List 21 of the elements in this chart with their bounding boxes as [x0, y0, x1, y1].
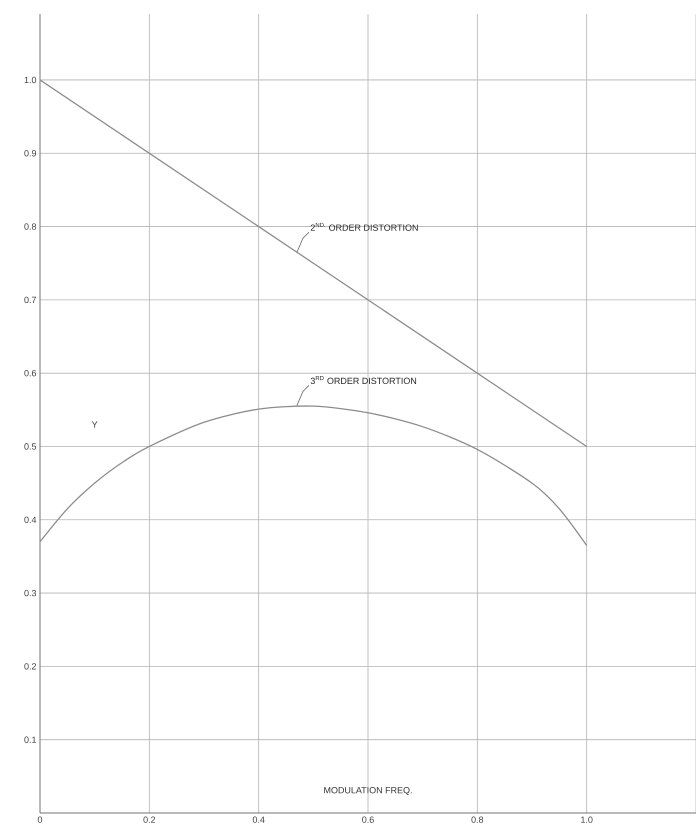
- y-tick-label: 1.0: [24, 76, 36, 84]
- y-axis-title: Y: [92, 421, 98, 428]
- y-tick-label: 0.5: [24, 443, 36, 450]
- y-tick-label: 0.9: [24, 150, 36, 156]
- x-tick-label: 0: [38, 816, 42, 823]
- y-tick-label: 0.7: [24, 296, 36, 304]
- y-tick-label: 0.2: [24, 663, 36, 670]
- y-tick-label: 0.8: [24, 223, 36, 230]
- x-axis-title: MODULATION FREQ.: [324, 787, 412, 795]
- y-tick-label: 0.3: [24, 590, 36, 596]
- y-tick-label: 0.1: [24, 736, 36, 743]
- x-tick-label: 1.0: [581, 816, 593, 823]
- x-tick-label: 0.2: [143, 816, 156, 823]
- annotation: 3$^{RD}$ ORDER DISTORTION: [310, 376, 416, 384]
- x-tick-label: 0.4: [252, 816, 265, 823]
- y-tick-label: 0.6: [24, 370, 36, 376]
- line-series: [39, 405, 588, 546]
- x-tick-label: 0.8: [471, 816, 484, 823]
- annotation: 2$^{ND.}$ ORDER DISTORTION: [310, 222, 418, 231]
- y-tick-label: 0.4: [24, 516, 36, 523]
- x-tick-label: 0.6: [362, 816, 374, 823]
